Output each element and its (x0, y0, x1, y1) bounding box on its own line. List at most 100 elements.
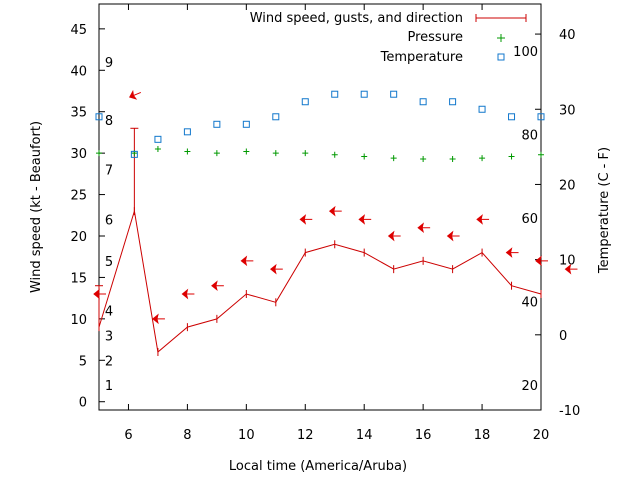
plot-frame (98, 3, 542, 411)
pressure-point (213, 150, 220, 157)
legend-label-temperature: Temperature (380, 50, 463, 65)
beaufort-tick-label: 3 (105, 329, 113, 344)
legend-label-wind: Wind speed, gusts, and direction (250, 11, 463, 26)
beaufort-tick-label: 2 (105, 354, 113, 369)
wind-direction-arrows (93, 89, 578, 325)
temperature-point (242, 120, 250, 128)
legend-label-pressure: Pressure (407, 30, 463, 45)
y-tick-label: 15 (70, 271, 87, 286)
pressure-point (331, 151, 338, 158)
wind-direction-arrow (211, 280, 224, 292)
y-tick-label: 45 (70, 23, 87, 38)
axis-ticks: 6 8 10 12 14 16 18 2005101520253035404512345678… (70, 4, 580, 443)
temperature-point (301, 98, 309, 106)
temperature-point (360, 90, 368, 98)
y-tick-label: 25 (70, 189, 87, 204)
pressure-point (96, 150, 102, 157)
y-tick-label: 5 (79, 354, 87, 369)
x-tick-label: 12 (297, 428, 314, 443)
wind-direction-arrow (240, 255, 254, 267)
y2-tick-label: 20 (559, 178, 576, 193)
beaufort-tick-label: 1 (105, 379, 113, 394)
temperature-point (390, 90, 398, 98)
pressure-point (449, 155, 456, 162)
wind-direction-arrow (535, 255, 548, 267)
legend-swatch-pressure (497, 34, 505, 42)
beaufort-tick-label: 5 (105, 255, 113, 270)
x-tick-label: 16 (415, 428, 432, 443)
fahrenheit-tick-label: 100 (513, 45, 538, 60)
temperature-point (95, 113, 103, 121)
pressure-point (302, 150, 309, 157)
y-tick-label: 10 (70, 313, 87, 328)
y2-tick-label: 10 (559, 254, 576, 269)
wind-direction-arrow (328, 205, 342, 217)
temperature-point (183, 128, 191, 136)
wind-direction-arrow (93, 288, 106, 300)
wind-direction-arrow (269, 263, 283, 275)
x-axis-label: Local time (America/Aruba) (229, 459, 407, 474)
fahrenheit-tick-label: 40 (521, 295, 538, 310)
pressure-point (420, 155, 427, 162)
pressure-point (272, 150, 279, 157)
legend: Wind speed, gusts, and direction Pressur… (250, 11, 527, 65)
y-tick-label: 40 (70, 64, 87, 79)
wind-direction-arrow (181, 288, 195, 300)
y-tick-label: 20 (70, 230, 87, 245)
y2-tick-label: 40 (559, 28, 576, 43)
wind-direction-arrow (417, 222, 431, 234)
pressure-point (390, 155, 397, 162)
y-tick-label: 0 (79, 396, 87, 411)
beaufort-tick-label: 8 (105, 114, 113, 129)
x-tick-label: 10 (238, 428, 255, 443)
pressure-point (508, 153, 515, 160)
wind-direction-arrow (446, 230, 460, 242)
x-tick-label: 8 (183, 428, 191, 443)
fahrenheit-tick-label: 80 (521, 128, 538, 143)
y-tick-label: 30 (70, 147, 87, 162)
temperature-point (449, 98, 457, 106)
beaufort-tick-label: 4 (105, 305, 113, 320)
x-tick-label: 14 (356, 428, 373, 443)
temperature-point (154, 135, 162, 143)
y2-tick-label: 0 (559, 329, 567, 344)
temperature-point (331, 90, 339, 98)
wind-direction-arrow (358, 214, 372, 225)
beaufort-tick-label: 6 (105, 213, 113, 228)
pressure-point (479, 155, 486, 162)
wind-direction-arrow (505, 247, 519, 258)
pressure-point (154, 146, 161, 152)
x-tick-label: 20 (533, 428, 550, 443)
temperature-point (478, 105, 486, 113)
wind-direction-arrow (299, 214, 313, 225)
temperature-point (272, 113, 280, 121)
wind-speed-line (98, 210, 542, 353)
beaufort-tick-label: 9 (105, 56, 113, 71)
y-tick-label: 35 (70, 106, 87, 121)
y2-tick-label: -10 (559, 404, 580, 419)
y2-tick-label: 30 (559, 103, 576, 118)
temperature-point (537, 113, 545, 121)
fahrenheit-tick-label: 60 (521, 212, 538, 227)
series-marks (95, 90, 545, 356)
temperature-point (419, 98, 427, 106)
wind-direction-arrow (129, 89, 142, 100)
pressure-point (184, 148, 191, 155)
y2-axis-label: Temperature (C - F) (597, 147, 612, 274)
x-tick-label: 18 (474, 428, 491, 443)
y-axis-label: Wind speed (kt - Beaufort) (29, 121, 44, 293)
pressure-point (538, 151, 544, 158)
wind-direction-arrow (152, 313, 165, 325)
temperature-point (508, 113, 516, 121)
wind-direction-arrow (564, 263, 578, 275)
fahrenheit-tick-label: 20 (521, 379, 538, 394)
wind-direction-arrow (387, 230, 401, 242)
temperature-point (213, 120, 221, 128)
pressure-point (243, 148, 250, 155)
legend-swatch-temperature (497, 53, 505, 61)
temperature-point (130, 150, 138, 158)
x-tick-label: 6 (124, 428, 132, 443)
wind-direction-arrow (476, 214, 490, 225)
pressure-point (361, 153, 368, 160)
